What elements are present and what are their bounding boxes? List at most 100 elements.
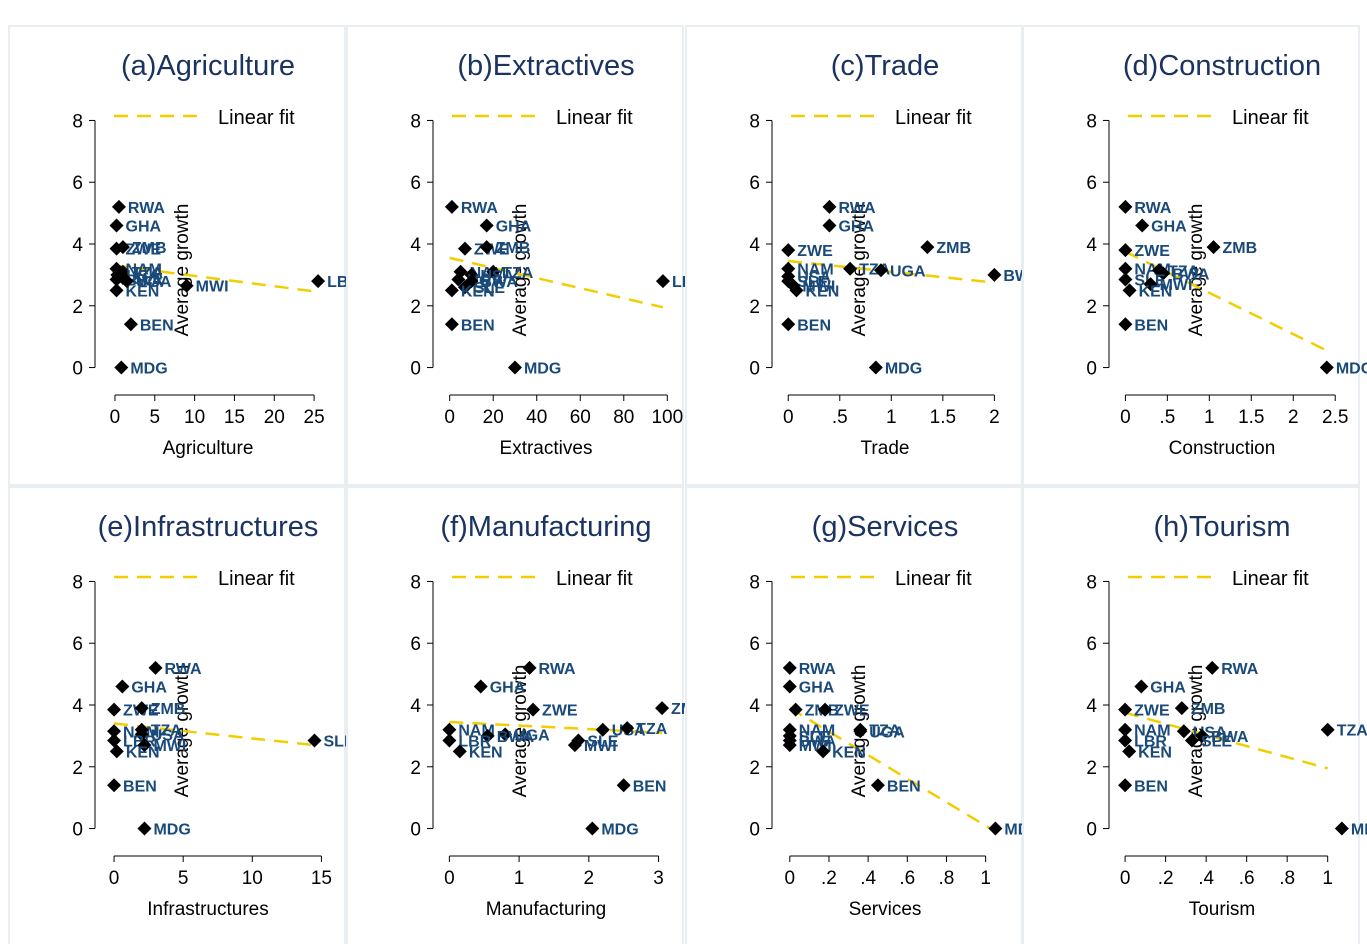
point-uga bbox=[451, 272, 466, 287]
point-label: SLE bbox=[797, 274, 828, 291]
point-uga bbox=[853, 724, 868, 739]
point-label: UGA bbox=[136, 274, 172, 291]
point-ken bbox=[109, 744, 124, 759]
x-tick-label: 2 bbox=[1288, 407, 1299, 428]
point-usa bbox=[134, 727, 149, 742]
point-mdg bbox=[114, 360, 129, 375]
point-label: ZMB bbox=[496, 240, 531, 257]
x-tick-label: 1.5 bbox=[930, 407, 956, 428]
point-label: MDG bbox=[524, 361, 561, 378]
point-tza bbox=[843, 261, 858, 276]
point-label: KEN bbox=[126, 283, 160, 300]
panel-frame bbox=[346, 25, 684, 486]
point-label: BEN bbox=[1134, 778, 1168, 795]
point-label: SLE bbox=[587, 734, 618, 751]
point-sle bbox=[457, 280, 472, 295]
point-zwe bbox=[1118, 702, 1133, 717]
point-label: GHA bbox=[1151, 218, 1187, 235]
point-mdg bbox=[137, 821, 152, 836]
y-axis-label: Average growth bbox=[1186, 665, 1207, 798]
point-label: ZWE bbox=[1134, 243, 1170, 260]
x-tick-label: 5 bbox=[149, 407, 160, 428]
point-label: ZMB bbox=[151, 701, 186, 718]
y-tick-label: 0 bbox=[72, 820, 83, 841]
x-tick-label: 10 bbox=[242, 868, 263, 889]
y-tick-label: 8 bbox=[72, 111, 83, 132]
point-label: TZA bbox=[869, 723, 901, 740]
y-tick-label: 6 bbox=[1086, 634, 1097, 655]
x-tick-label: 20 bbox=[264, 407, 285, 428]
y-tick-label: 2 bbox=[72, 758, 83, 779]
panel-1: (a)Agriculture 0 2 4 6 8 0 5 10 15 20 25 Agriculture… bbox=[8, 25, 360, 486]
linear-fit-line bbox=[789, 707, 997, 833]
y-axis-label: Average growth bbox=[172, 665, 193, 798]
point-label: MWI bbox=[1160, 277, 1193, 294]
point-label: MDG bbox=[1351, 822, 1367, 839]
point-lbr bbox=[107, 733, 122, 748]
linear-fit-line bbox=[114, 264, 319, 294]
y-tick-label: 0 bbox=[410, 820, 421, 841]
y-tick-label: 4 bbox=[1086, 235, 1097, 256]
y-tick-label: 6 bbox=[749, 173, 760, 194]
point-label: GHA bbox=[799, 679, 835, 696]
x-axis-label: Agriculture bbox=[163, 438, 254, 459]
y-tick-label: 0 bbox=[749, 820, 760, 841]
point-tza bbox=[620, 721, 635, 736]
point-label: ZMB bbox=[936, 240, 971, 257]
x-tick-label: 40 bbox=[526, 407, 547, 428]
y-tick-label: 8 bbox=[410, 111, 421, 132]
legend-label: Linear fit bbox=[895, 107, 972, 129]
x-axis-label: Trade bbox=[861, 438, 910, 459]
point-label: ZWE bbox=[834, 703, 870, 720]
legend-label: Linear fit bbox=[1232, 107, 1309, 129]
point-label: KEN bbox=[461, 283, 495, 300]
point-nam bbox=[1118, 261, 1133, 276]
x-tick-label: .6 bbox=[1239, 868, 1255, 889]
x-axis-label: Tourism bbox=[1189, 899, 1256, 920]
y-tick-label: 2 bbox=[749, 297, 760, 318]
point-gha bbox=[1134, 679, 1149, 694]
legend-label: Linear fit bbox=[1232, 568, 1309, 590]
point-label: BWA bbox=[1172, 266, 1210, 283]
y-tick-label: 2 bbox=[749, 758, 760, 779]
point-gha bbox=[109, 218, 124, 233]
point-lbr bbox=[311, 274, 326, 289]
point-label: NAM bbox=[1134, 723, 1170, 740]
panel-frame bbox=[346, 486, 684, 944]
point-label: BEN bbox=[633, 778, 667, 795]
x-tick-label: 2 bbox=[584, 868, 595, 889]
x-tick-label: .8 bbox=[939, 868, 955, 889]
point-label: BWA bbox=[1211, 729, 1249, 746]
point-ben bbox=[444, 317, 459, 332]
panel-frame bbox=[685, 25, 1023, 486]
y-tick-label: 0 bbox=[1086, 359, 1097, 380]
point-mdg bbox=[507, 360, 522, 375]
y-tick-label: 6 bbox=[1086, 173, 1097, 194]
point-label: ZMB bbox=[1223, 240, 1258, 257]
point-label: ZMB bbox=[1191, 701, 1226, 718]
x-tick-label: 1 bbox=[1204, 407, 1215, 428]
panel-title: (c)Trade bbox=[831, 50, 940, 82]
panel-title: (g)Services bbox=[812, 511, 959, 543]
point-label: ZWE bbox=[126, 242, 162, 259]
point-nam bbox=[781, 261, 796, 276]
point-label: ZWE bbox=[1134, 703, 1170, 720]
x-tick-label: 15 bbox=[311, 868, 332, 889]
x-tick-label: .2 bbox=[821, 868, 837, 889]
panel-title: (h)Tourism bbox=[1154, 511, 1291, 543]
x-tick-label: .5 bbox=[1159, 407, 1175, 428]
panel-3: (c)Trade 0 2 4 6 8 0 .5 1 1.5 2 Trade Average growth… bbox=[685, 25, 1041, 486]
panel-frame bbox=[1022, 25, 1360, 486]
x-tick-label: 1.5 bbox=[1238, 407, 1264, 428]
point-ben bbox=[870, 778, 885, 793]
point-label: TZA bbox=[1168, 263, 1200, 280]
point-label: KEN bbox=[1139, 283, 1173, 300]
point-label: MWI bbox=[802, 279, 835, 296]
point-label: BEN bbox=[140, 317, 174, 334]
x-tick-label: 0 bbox=[109, 868, 120, 889]
point-label: ZMB bbox=[132, 240, 167, 257]
point-label: MDG bbox=[1336, 361, 1367, 378]
point-zwe bbox=[457, 241, 472, 256]
point-sle bbox=[1118, 272, 1133, 287]
legend-label: Linear fit bbox=[556, 568, 633, 590]
